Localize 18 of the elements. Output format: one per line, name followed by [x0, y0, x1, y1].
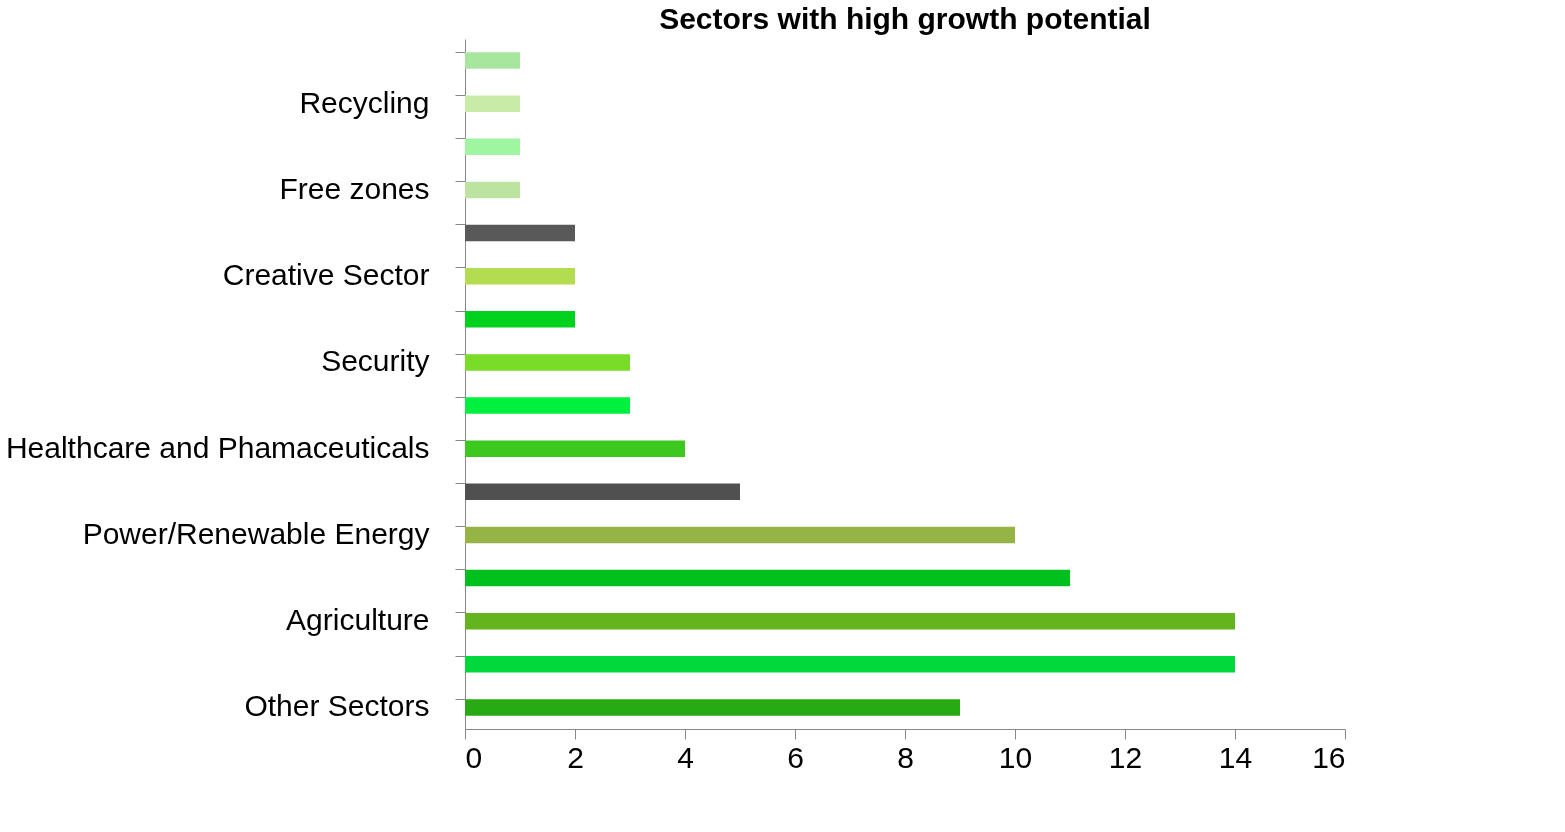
y-tick-label: Creative Sector — [222, 258, 430, 292]
x-tick-label: 0 — [465, 740, 483, 774]
chart-title: Sectors with high growth potential — [659, 2, 1151, 35]
y-tick-label: Security — [321, 344, 430, 378]
x-tick-label: 8 — [897, 740, 914, 774]
y-tick-label: Agriculture — [286, 603, 430, 637]
y-tick-label: Power/Renewable Energy — [82, 516, 430, 550]
x-tick-label: 16 — [1312, 740, 1346, 774]
x-tick-label: 10 — [998, 740, 1033, 774]
y-tick-label: Healthcare and Phamaceuticals — [5, 430, 430, 464]
x-tick-label: 2 — [567, 740, 584, 774]
y-tick-label: Other Sectors — [244, 689, 430, 723]
x-tick-label: 12 — [1108, 740, 1143, 774]
x-tick-label: 14 — [1218, 740, 1253, 774]
y-tick-label: Recycling — [299, 85, 430, 119]
x-tick-label: 6 — [787, 740, 804, 774]
x-tick-label: 4 — [677, 740, 694, 774]
y-tick-label: Free zones — [279, 171, 430, 205]
